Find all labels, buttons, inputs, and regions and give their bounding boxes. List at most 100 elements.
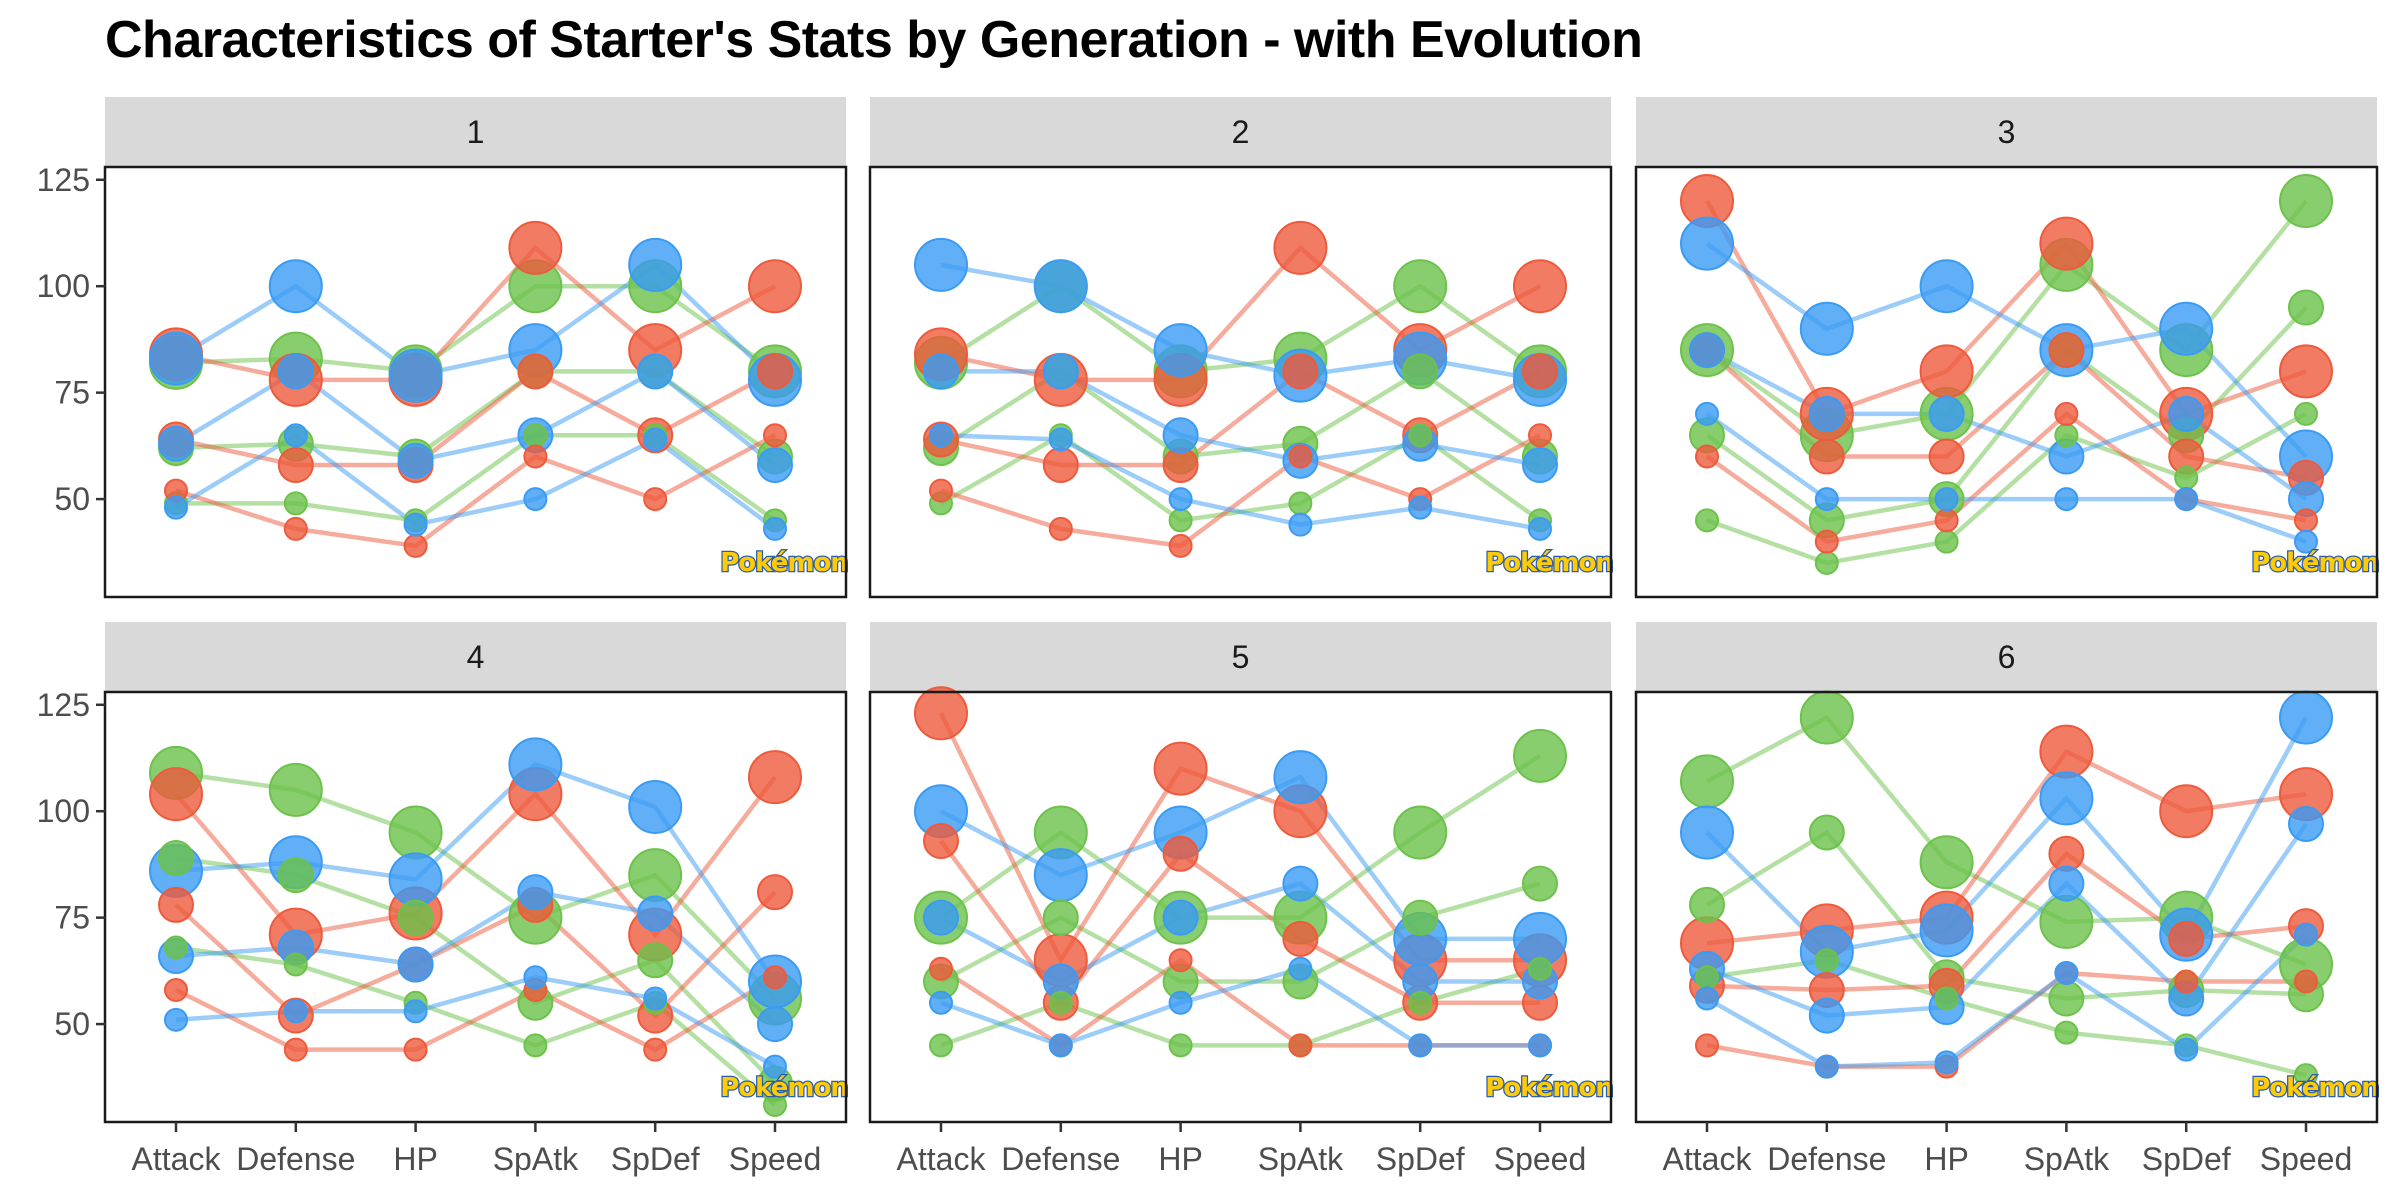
data-point-emboar-attack — [914, 686, 968, 741]
facet-strip-label: 6 — [1998, 639, 2016, 675]
series-line-torchic — [1705, 411, 2307, 545]
data-point-infernape-attack — [149, 767, 203, 822]
data-point-quilladin-spatk — [2048, 980, 2085, 1017]
series-line-servine — [939, 881, 1541, 984]
x-tick-label: HP — [1158, 1141, 1202, 1177]
x-tick-label: SpDef — [611, 1141, 700, 1177]
data-point-treecko-attack — [1695, 508, 1719, 533]
facet-strip — [870, 622, 1611, 692]
panel-border — [1634, 690, 2379, 1124]
data-point-grotle-defense — [277, 857, 314, 894]
data-point-squirtle-defense — [283, 423, 308, 448]
y-tick-label: 125 — [37, 162, 90, 198]
data-point-piplup-spdef — [643, 986, 668, 1011]
panel-border — [1634, 165, 2379, 599]
data-point-prinplup-hp — [397, 946, 434, 983]
data-point-oshawott-attack — [929, 990, 953, 1015]
y-tick-label: 75 — [54, 375, 90, 411]
data-point-greninja-speed — [2279, 690, 2333, 745]
data-point-croconaw-defense — [1042, 353, 1079, 390]
series-line-cyndaquil — [940, 433, 1542, 549]
y-tick-label: 100 — [37, 793, 90, 829]
series-line-oshawott — [940, 966, 1540, 1048]
data-point-braixen-spdef — [2168, 920, 2205, 957]
data-point-feraligatr-defense — [1033, 259, 1088, 314]
series-line-treecko — [1706, 411, 2308, 566]
chart-title: Characteristics of Starter's Stats by Ge… — [105, 11, 1643, 69]
data-point-squirtle-spdef — [643, 427, 668, 452]
data-point-snivy-defense — [1048, 990, 1073, 1015]
pokemon-logo-icon: Pokémon — [2250, 1072, 2381, 1105]
data-point-treecko-spdef — [2174, 465, 2199, 490]
data-point-delphox-spatk — [2039, 724, 2094, 779]
x-tick-label: Attack — [1663, 1141, 1753, 1177]
data-point-monferno-attack — [158, 886, 194, 923]
data-point-grovyle-speed — [2288, 289, 2324, 326]
data-point-charizard-speed — [748, 259, 802, 314]
pokemon-logo-text: Pokémon — [2251, 1073, 2379, 1103]
data-point-chesnaught-spatk — [2039, 894, 2094, 949]
series-line-quilava — [940, 368, 1542, 468]
data-point-treecko-hp — [1934, 529, 1959, 554]
data-point-totodile-attack — [929, 423, 953, 448]
data-point-charmander-spdef — [643, 487, 668, 512]
x-tick-label: Defense — [236, 1141, 355, 1177]
data-point-monferno-speed — [757, 874, 793, 911]
series-line-turtwig — [175, 945, 777, 1107]
pokemon-logo-icon: Pokémon — [2250, 547, 2381, 580]
data-point-croconaw-speed — [1522, 447, 1558, 484]
data-point-blastoise-hp — [388, 348, 443, 403]
x-tick-label: HP — [1924, 1141, 1968, 1177]
data-point-piplup-speed — [763, 1054, 787, 1079]
data-point-oshawott-hp — [1168, 990, 1193, 1015]
data-point-samurott-spatk — [1273, 750, 1328, 805]
facet-strip-label: 1 — [467, 114, 485, 150]
data-point-delphox-spdef — [2159, 784, 2214, 839]
panel-gen-1: 1 Pokémon 50 75 100 125 — [37, 97, 850, 599]
data-point-quilava-spatk — [1282, 353, 1319, 390]
data-point-torterra-hp — [388, 805, 443, 860]
data-point-quilava-defense — [1042, 447, 1079, 484]
data-point-charmeleon-defense — [277, 447, 314, 484]
data-point-emboar-hp — [1153, 741, 1208, 796]
data-point-empoleon-spatk — [508, 737, 563, 792]
data-point-snivy-hp — [1168, 1033, 1193, 1058]
data-point-charmander-hp — [403, 533, 428, 558]
x-tick-label: Speed — [1494, 1141, 1587, 1177]
data-point-chesnaught-defense — [1799, 690, 1854, 745]
data-point-croconaw-hp — [1162, 417, 1199, 454]
data-point-oshawott-defense — [1048, 1033, 1073, 1058]
data-point-chesnaught-hp — [1919, 835, 1974, 890]
data-point-frogadier-spatk — [2048, 865, 2085, 902]
data-point-mudkip-spatk — [2054, 487, 2079, 512]
data-point-frogadier-speed — [2288, 805, 2324, 842]
data-point-tepig-spatk — [1288, 1033, 1313, 1058]
data-point-oshawott-spatk — [1288, 956, 1313, 981]
x-tick-label: Speed — [2260, 1141, 2353, 1177]
data-point-combusken-hp — [1928, 438, 1965, 475]
pokemon-logo-icon: Pokémon — [719, 547, 850, 580]
data-point-froakie-attack — [1695, 986, 1719, 1011]
data-point-empoleon-hp — [388, 852, 443, 907]
x-tick-label: Speed — [729, 1141, 822, 1177]
pokemon-logo-text: Pokémon — [1485, 1073, 1613, 1103]
data-point-croconaw-attack — [923, 353, 959, 390]
data-point-froakie-speed — [2294, 922, 2318, 947]
data-point-squirtle-speed — [763, 516, 787, 541]
data-point-snivy-speed — [1528, 956, 1552, 981]
data-point-feraligatr-attack — [914, 237, 968, 292]
data-point-chikorita-hp — [1168, 508, 1193, 533]
x-tick-label: HP — [393, 1141, 437, 1177]
data-point-cyndaquil-spatk — [1288, 444, 1313, 469]
data-point-grotle-hp — [397, 899, 434, 936]
series-line-charmeleon — [175, 368, 777, 468]
data-point-infernape-speed — [748, 750, 802, 805]
data-point-marshtomp-attack — [1689, 332, 1725, 369]
facet-strip-label: 5 — [1232, 639, 1250, 675]
data-point-snivy-attack — [929, 1033, 953, 1058]
data-point-marshtomp-defense — [1808, 395, 1845, 432]
data-point-blastoise-attack — [149, 331, 203, 386]
data-point-froakie-spatk — [2054, 960, 2079, 985]
data-point-piplup-spatk — [523, 965, 548, 990]
